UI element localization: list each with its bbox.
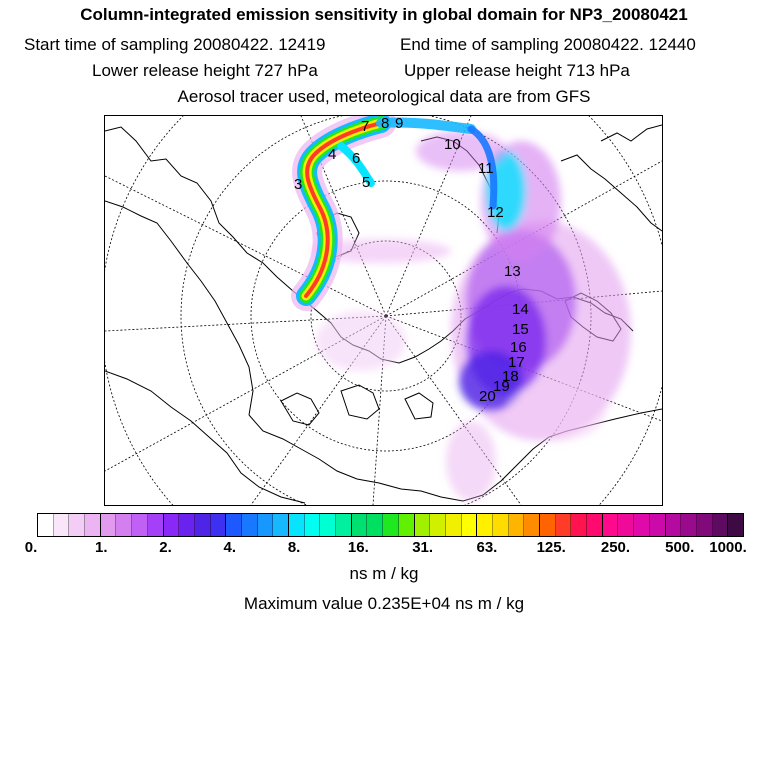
- colorbar-swatch: [602, 514, 619, 536]
- trajectory-label: 19: [493, 378, 510, 395]
- colorbar-swatch: [587, 514, 603, 536]
- trajectory-label: 4: [328, 146, 336, 163]
- trajectory-label: 7: [361, 118, 369, 135]
- colorbar-swatch: [508, 514, 525, 536]
- emission-sensitivity-map: 3 4 5 6 7 8 9 10 11 12 13 14 15 16 17 18…: [104, 115, 663, 506]
- colorbar-swatch: [351, 514, 368, 536]
- colorbar-tick-label: 16.: [347, 539, 369, 556]
- colorbar-tick-label: 2.: [159, 539, 172, 556]
- trajectory-label: 13: [504, 263, 521, 280]
- colorbar: [37, 513, 744, 537]
- colorbar-tick-label: 8.: [287, 539, 301, 556]
- trajectory-label: 15: [512, 321, 529, 338]
- lower-height-label: Lower release height 727 hPa: [92, 61, 318, 80]
- colorbar-swatch: [85, 514, 101, 536]
- colorbar-swatch: [430, 514, 446, 536]
- trajectory-label: 17: [508, 354, 525, 371]
- colorbar-unit: ns m / kg: [349, 564, 419, 583]
- colorbar-swatch: [194, 514, 211, 536]
- colorbar-swatch: [69, 514, 86, 536]
- trajectory-label: 16: [510, 339, 527, 356]
- colorbar-swatch: [477, 514, 493, 536]
- trajectory-label: 6: [352, 150, 360, 167]
- end-time-label: End time of sampling 20080422. 12440: [400, 35, 696, 54]
- trajectory-label: 11: [478, 160, 494, 177]
- trajectory-label: 10: [444, 136, 461, 153]
- colorbar-swatch: [649, 514, 666, 536]
- colorbar-swatch: [320, 514, 337, 536]
- colorbar-swatch: [163, 514, 180, 536]
- trajectory-label: 20: [479, 388, 496, 405]
- trajectory-label: 18: [502, 368, 519, 385]
- colorbar-tick-label: 1.: [95, 539, 108, 556]
- colorbar-swatch: [100, 514, 117, 536]
- colorbar-swatch: [414, 514, 431, 536]
- colorbar-swatch: [132, 514, 148, 536]
- colorbar-swatch: [634, 514, 650, 536]
- colorbar-tick-label: 63.: [476, 539, 498, 556]
- page-title: Column-integrated emission sensitivity i…: [80, 5, 688, 24]
- trajectory-labels: 3 4 5 6 7 8 9 10 11 12 13 14 15 16 17 18…: [294, 116, 529, 405]
- colorbar-swatch: [38, 514, 54, 536]
- plume-band: [291, 116, 498, 311]
- colorbar-tick-label: 125.: [536, 539, 566, 556]
- colorbar-swatch: [210, 514, 227, 536]
- colorbar-swatch: [116, 514, 133, 536]
- upper-height-label: Upper release height 713 hPa: [404, 61, 630, 80]
- trajectory-label: 12: [487, 204, 504, 221]
- colorbar-swatch: [696, 514, 713, 536]
- colorbar-swatch: [461, 514, 478, 536]
- colorbar-tick-label: 1000.: [709, 539, 747, 556]
- colorbar-swatch: [712, 514, 729, 536]
- trajectory-label: 3: [294, 176, 302, 193]
- trajectory-label: 5: [362, 174, 370, 191]
- colorbar-tick-label: 31.: [412, 539, 434, 556]
- colorbar-swatch: [524, 514, 540, 536]
- colorbar-swatch: [681, 514, 697, 536]
- colorbar-swatch: [665, 514, 682, 536]
- colorbar-swatch: [445, 514, 462, 536]
- colorbar-swatch: [336, 514, 352, 536]
- colorbar-swatch: [555, 514, 572, 536]
- colorbar-swatch: [367, 514, 384, 536]
- colorbar-swatch: [492, 514, 509, 536]
- start-time-label: Start time of sampling 20080422. 12419: [24, 35, 326, 54]
- colorbar-tick-label: 4.: [223, 539, 237, 556]
- colorbar-swatch: [289, 514, 305, 536]
- colorbar-swatch: [383, 514, 399, 536]
- colorbar-swatch: [571, 514, 588, 536]
- tracer-info: Aerosol tracer used, meteorological data…: [177, 87, 591, 106]
- colorbar-swatch: [540, 514, 556, 536]
- colorbar-swatch: [226, 514, 242, 536]
- colorbar-swatch: [241, 514, 258, 536]
- colorbar-swatch: [273, 514, 289, 536]
- colorbar-swatch: [257, 514, 274, 536]
- colorbar-tick-label: 500.: [665, 539, 695, 556]
- colorbar-swatch: [398, 514, 415, 536]
- colorbar-swatch: [147, 514, 164, 536]
- colorbar-swatch: [179, 514, 195, 536]
- trajectory-label: 14: [512, 301, 529, 318]
- colorbar-swatch: [618, 514, 635, 536]
- colorbar-swatch: [728, 514, 743, 536]
- maximum-value: Maximum value 0.235E+04 ns m / kg: [243, 594, 525, 613]
- colorbar-swatch: [304, 514, 321, 536]
- trajectory-label: 9: [395, 116, 403, 132]
- colorbar-swatch: [53, 514, 70, 536]
- trajectory-label: 8: [381, 116, 389, 132]
- colorbar-tick-label: 250.: [600, 539, 631, 556]
- sensitivity-field: [311, 131, 631, 501]
- colorbar-tick-label: 0.: [24, 539, 38, 556]
